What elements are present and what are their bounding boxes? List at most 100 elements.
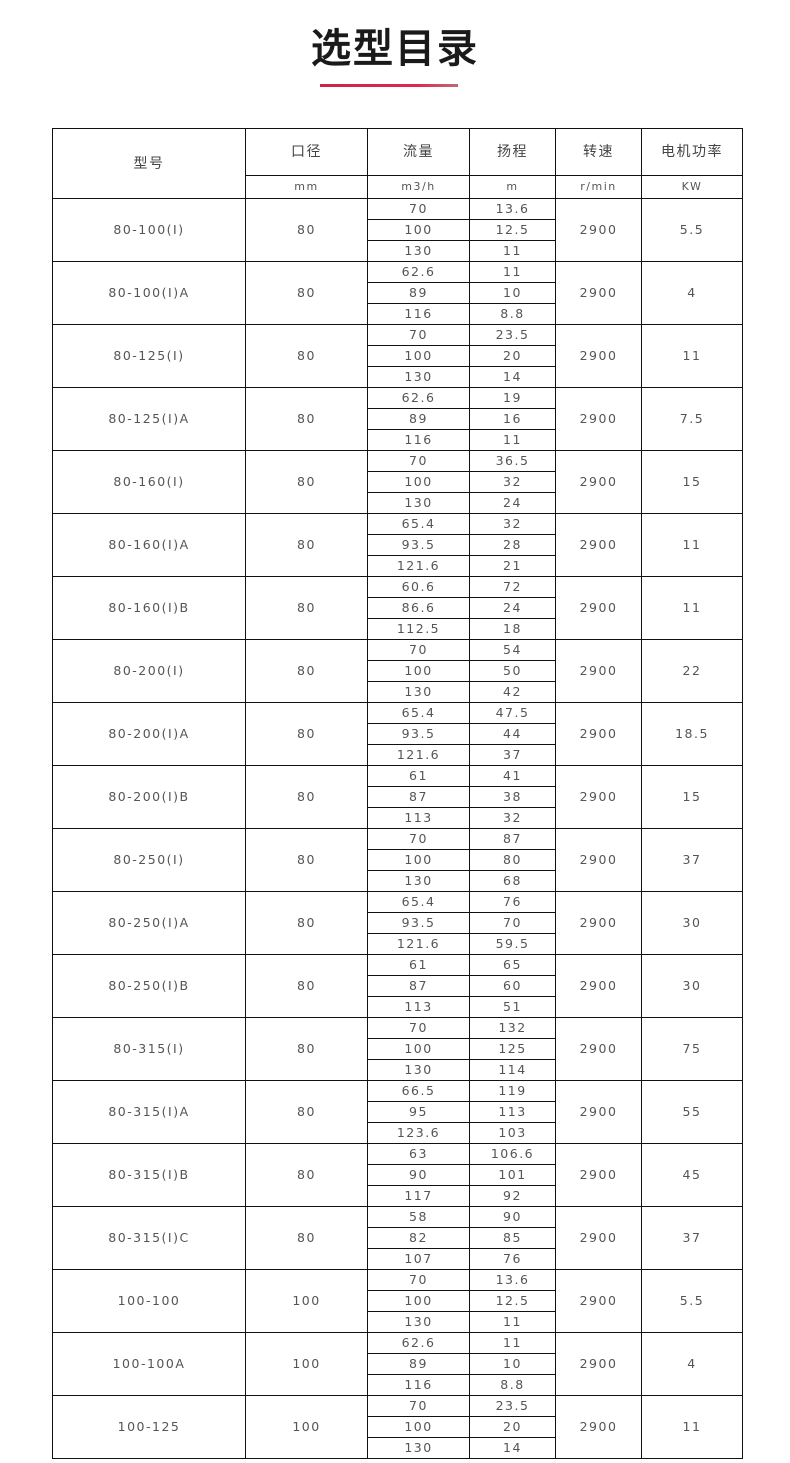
speed-cell: 2900 [555, 1080, 642, 1144]
head-cell: 23.5 [469, 324, 556, 346]
head-cell: 114 [469, 1059, 556, 1081]
flow-cell: 130 [367, 1437, 470, 1459]
model-cell: 80-315(I)C [52, 1206, 246, 1270]
head-cell: 70 [469, 912, 556, 934]
diameter-cell: 80 [245, 702, 368, 766]
diameter-cell: 80 [245, 261, 368, 325]
speed-cell: 2900 [555, 576, 642, 640]
speed-cell: 2900 [555, 198, 642, 262]
head-cell: 101 [469, 1164, 556, 1186]
flow-cell: 130 [367, 240, 470, 262]
model-cell: 100-100 [52, 1269, 246, 1333]
head-cell: 11 [469, 1311, 556, 1333]
flow-cell: 70 [367, 198, 470, 220]
power-cell: 11 [641, 576, 743, 640]
power-cell: 75 [641, 1017, 743, 1081]
flow-cell: 87 [367, 975, 470, 997]
speed-cell: 2900 [555, 828, 642, 892]
head-cell: 10 [469, 1353, 556, 1375]
header-diameter: 口径 [245, 128, 368, 176]
flow-cell: 65.4 [367, 891, 470, 913]
power-cell: 18.5 [641, 702, 743, 766]
head-cell: 37 [469, 744, 556, 766]
table-row: 80-200(I) 80 70 54 2900 22 [52, 639, 743, 703]
model-cell: 80-125(I) [52, 324, 246, 388]
head-cell: 76 [469, 1248, 556, 1270]
power-cell: 55 [641, 1080, 743, 1144]
flow-cell: 100 [367, 345, 470, 367]
flow-cell: 65.4 [367, 702, 470, 724]
flow-cell: 82 [367, 1227, 470, 1249]
speed-cell: 2900 [555, 1017, 642, 1081]
flow-cell: 89 [367, 282, 470, 304]
flow-cell: 107 [367, 1248, 470, 1270]
speed-cell: 2900 [555, 639, 642, 703]
table-row: 82 85 [53, 1227, 743, 1249]
head-cell: 13.6 [469, 1269, 556, 1291]
flow-cell: 123.6 [367, 1122, 470, 1144]
table-row: 93.5 70 [53, 912, 743, 934]
diameter-cell: 100 [245, 1395, 368, 1459]
diameter-cell: 80 [245, 324, 368, 388]
diameter-cell: 80 [245, 1017, 368, 1081]
model-cell: 80-315(I)A [52, 1080, 246, 1144]
power-cell: 11 [641, 513, 743, 577]
head-cell: 11 [469, 1332, 556, 1354]
model-cell: 80-200(I)A [52, 702, 246, 766]
flow-cell: 100 [367, 849, 470, 871]
model-cell: 100-100A [52, 1332, 246, 1396]
flow-cell: 100 [367, 660, 470, 682]
speed-cell: 2900 [555, 1395, 642, 1459]
head-cell: 21 [469, 555, 556, 577]
speed-cell: 2900 [555, 891, 642, 955]
table-row: 80-250(I) 80 70 87 2900 37 [52, 828, 743, 892]
flow-cell: 116 [367, 1374, 470, 1396]
power-cell: 11 [641, 324, 743, 388]
table-row: 90 101 [53, 1164, 743, 1186]
page-title: 选型目录 [311, 26, 479, 72]
power-cell: 22 [641, 639, 743, 703]
head-cell: 65 [469, 954, 556, 976]
unit-flow: m3/h [367, 175, 470, 199]
unit-power: KW [641, 175, 743, 199]
table-row: 100 12.5 [53, 1290, 743, 1312]
flow-cell: 89 [367, 1353, 470, 1375]
model-cell: 80-200(I) [52, 639, 246, 703]
speed-cell: 2900 [555, 1269, 642, 1333]
head-cell: 19 [469, 387, 556, 409]
speed-cell: 2900 [555, 1143, 642, 1207]
head-cell: 32 [469, 807, 556, 829]
table-row: 116 8.8 [53, 303, 743, 325]
head-cell: 32 [469, 513, 556, 535]
diameter-cell: 80 [245, 765, 368, 829]
diameter-cell: 80 [245, 513, 368, 577]
table-row: 130 68 [53, 870, 743, 892]
head-cell: 8.8 [469, 303, 556, 325]
head-cell: 32 [469, 471, 556, 493]
head-cell: 38 [469, 786, 556, 808]
table-row: 80-125(I)A 80 62.6 19 2900 7.5 [52, 387, 743, 451]
head-cell: 106.6 [469, 1143, 556, 1165]
flow-cell: 70 [367, 450, 470, 472]
head-cell: 119 [469, 1080, 556, 1102]
flow-cell: 87 [367, 786, 470, 808]
flow-cell: 93.5 [367, 534, 470, 556]
table-row: 93.5 28 [53, 534, 743, 556]
flow-cell: 121.6 [367, 555, 470, 577]
power-cell: 11 [641, 1395, 743, 1459]
head-cell: 23.5 [469, 1395, 556, 1417]
flow-cell: 70 [367, 639, 470, 661]
table-row: 100 80 [53, 849, 743, 871]
table-row: 80-160(I) 80 70 36.5 2900 15 [52, 450, 743, 514]
table-row: 130 14 [53, 366, 743, 388]
speed-cell: 2900 [555, 450, 642, 514]
model-cell: 80-315(I) [52, 1017, 246, 1081]
speed-cell: 2900 [555, 765, 642, 829]
flow-cell: 121.6 [367, 933, 470, 955]
model-cell: 100-125 [52, 1395, 246, 1459]
header-flow: 流量 [367, 128, 470, 176]
flow-cell: 70 [367, 828, 470, 850]
header-model: 型号 [52, 128, 246, 199]
speed-cell: 2900 [555, 324, 642, 388]
table-row: 100 50 [53, 660, 743, 682]
